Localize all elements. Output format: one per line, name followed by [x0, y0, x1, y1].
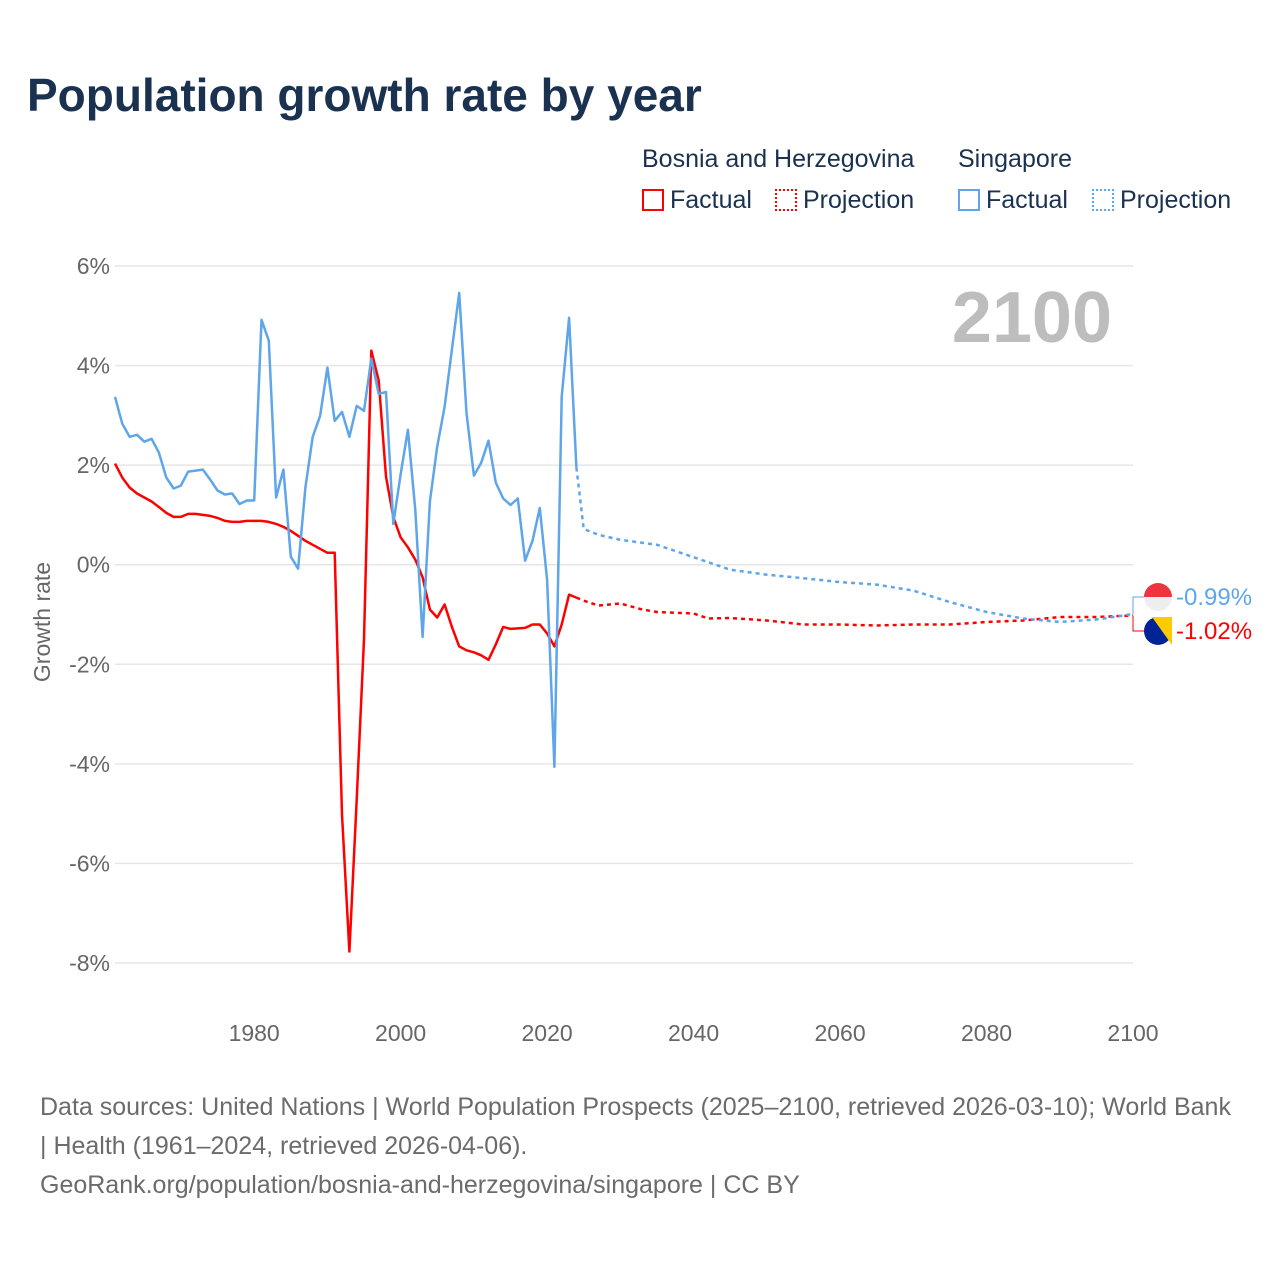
- y-tick-label: 2%: [77, 452, 110, 478]
- legend-label: Factual: [986, 186, 1068, 214]
- x-tick-label: 2060: [814, 1020, 865, 1046]
- solid-swatch-icon: [958, 189, 980, 211]
- series-line-bosnia-and-herzegovina-projection: [575, 596, 1134, 627]
- legend-singapore-factual[interactable]: Factual: [958, 186, 1068, 215]
- dotted-swatch-icon: [775, 189, 797, 211]
- series-line-bosnia-and-herzegovina-factual: [113, 349, 577, 953]
- plot-area: 6% 4% 2% 0% -2% -4% -6% -8% 1980 2000 2020 2040 2060…: [29, 253, 1252, 1046]
- y-tick-label: -6%: [69, 850, 110, 876]
- solid-swatch-icon: [642, 189, 664, 211]
- dotted-swatch-icon: [1092, 189, 1114, 211]
- y-tick-label: 0%: [77, 552, 110, 578]
- y-tick-label: -4%: [69, 751, 110, 777]
- y-axis-label: Growth rate: [29, 562, 55, 682]
- bosnia-flag-triangle: [1152, 617, 1172, 645]
- singapore-flag-red-half: [1144, 583, 1172, 597]
- y-tick-label: 4%: [77, 353, 110, 379]
- source-link[interactable]: GeoRank.org/population/bosnia-and-herzeg…: [40, 1171, 800, 1199]
- end-connector-bosnia: [1132, 615, 1144, 632]
- legend-label: Projection: [1120, 186, 1232, 214]
- legend-singapore-projection[interactable]: Projection: [1092, 186, 1231, 215]
- legend-bosnia-projection[interactable]: Projection: [775, 186, 914, 215]
- x-tick-label: 2020: [522, 1020, 573, 1046]
- end-label-singapore: -0.99%: [1176, 584, 1252, 611]
- legend-bosnia-factual[interactable]: Factual: [642, 186, 752, 215]
- x-tick-label: 2080: [961, 1020, 1012, 1046]
- x-tick-label: 2040: [668, 1020, 719, 1046]
- year-watermark: 2100: [952, 278, 1112, 358]
- x-tick-label: 1980: [229, 1020, 280, 1046]
- footer: Data sources: United Nations | World Pop…: [40, 1088, 1240, 1205]
- x-tick-label: 2000: [375, 1020, 426, 1046]
- x-tick-label: 2100: [1107, 1020, 1158, 1046]
- end-connector-singapore: [1132, 596, 1144, 615]
- legend-label: Projection: [803, 186, 915, 214]
- legend-label: Factual: [670, 186, 752, 214]
- series-line-singapore-projection: [575, 467, 1134, 624]
- y-tick-label: -8%: [69, 950, 110, 976]
- series-line-singapore-factual: [113, 291, 578, 769]
- chart-title: Population growth rate by year: [27, 69, 702, 121]
- legend-country-bosnia: Bosnia and Herzegovina: [642, 145, 915, 173]
- y-tick-label: 6%: [77, 253, 110, 279]
- y-tick-label: -2%: [69, 651, 110, 677]
- legend-country-singapore: Singapore: [958, 145, 1072, 173]
- end-label-bosnia: -1.02%: [1176, 618, 1252, 645]
- data-sources: Data sources: United Nations | World Pop…: [40, 1093, 1231, 1160]
